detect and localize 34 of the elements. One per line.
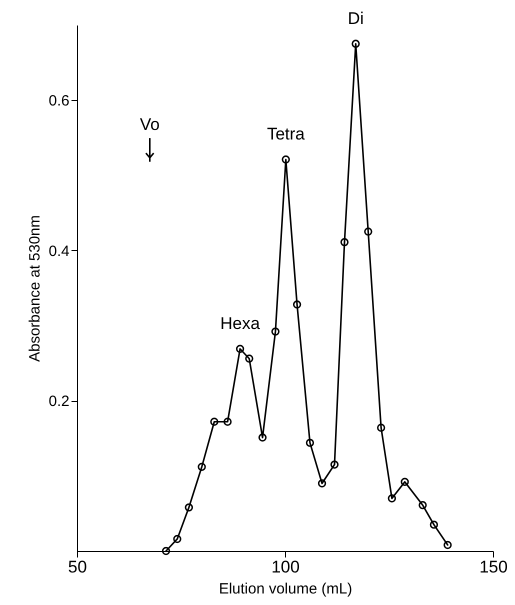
- point: [282, 155, 290, 164]
- point: [376, 424, 386, 432]
- annotation: Hexa: [220, 314, 260, 333]
- point: [330, 460, 339, 469]
- annotation: Di: [348, 8, 364, 28]
- x-tick-label: 50: [68, 558, 87, 576]
- point: [184, 503, 194, 512]
- point: [388, 494, 396, 502]
- point: [198, 462, 206, 471]
- point: [318, 479, 326, 488]
- point: [236, 344, 244, 353]
- annotation: Vo: [140, 115, 160, 134]
- point: [271, 327, 280, 336]
- point: [173, 534, 182, 544]
- y-axis-title: Absorbance at 530nm: [26, 215, 44, 362]
- point: [430, 520, 438, 529]
- point: [352, 40, 360, 48]
- point: [223, 418, 232, 426]
- x-tick-label: 150: [479, 558, 508, 576]
- y-tick-label: 0.4: [48, 242, 70, 260]
- point: [340, 238, 349, 246]
- x-tick-label: 100: [271, 558, 300, 576]
- y-tick-label: 0.6: [48, 92, 70, 110]
- y-tick-label: 0.2: [48, 393, 70, 410]
- point: [292, 300, 302, 309]
- point: [258, 433, 267, 442]
- point: [306, 438, 314, 447]
- x-axis-title: Elution volume (mL): [218, 580, 352, 598]
- point: [418, 501, 427, 510]
- point: [364, 228, 372, 236]
- point: [400, 478, 409, 486]
- annotation: Tetra: [266, 124, 306, 144]
- point: [245, 354, 254, 363]
- point: [210, 418, 218, 426]
